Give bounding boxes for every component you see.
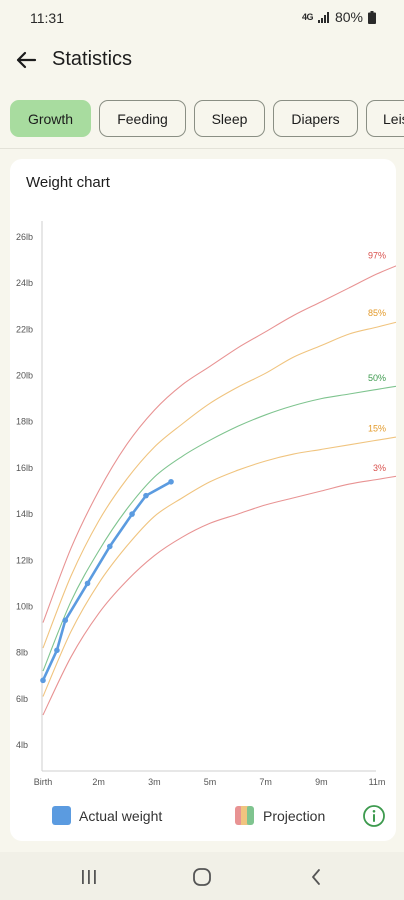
network-icon: 4G (301, 11, 314, 22)
x-tick-label: 3m (148, 777, 161, 787)
battery-level: 80% (334, 9, 363, 25)
y-tick-label: 18lb (16, 417, 33, 427)
tab-leisure[interactable]: Leis (366, 100, 404, 137)
percentile-line-p85 (42, 321, 396, 649)
signal-icon (317, 11, 329, 23)
y-tick-label: 22lb (16, 324, 33, 334)
recents-icon (82, 870, 96, 884)
y-tick-label: 4lb (16, 740, 28, 750)
x-tick-label: 9m (315, 777, 328, 787)
tab-diapers[interactable]: Diapers (273, 100, 358, 137)
weight-chart-card: Weight chart 4lb 6lb 8lb 10lb 12lb 14lb 16lb 18… (10, 159, 396, 841)
divider (0, 148, 404, 149)
y-tick-label: 12lb (16, 555, 33, 565)
x-tick-label: 5m (204, 777, 217, 787)
y-tick-label: 20lb (16, 371, 33, 381)
recents-button[interactable] (78, 866, 100, 888)
percentile-label-p3: 3% (373, 463, 386, 473)
percentile-label-p97: 97% (368, 250, 386, 260)
back-nav-button[interactable] (305, 866, 327, 888)
y-tick-label: 14lb (16, 509, 33, 519)
x-tick-label: 7m (259, 777, 272, 787)
page-title: Statistics (52, 48, 133, 70)
home-icon (193, 868, 211, 886)
actual-weight-point (107, 543, 113, 550)
tab-sleep[interactable]: Sleep (194, 100, 265, 137)
chart-title: Weight chart (26, 174, 110, 191)
percentile-label-p15: 15% (368, 424, 386, 434)
y-tick-label: 16lb (16, 463, 33, 473)
weight-chart: 4lb 6lb 8lb 10lb 12lb 14lb 16lb 18lb 20lb 22lb 24l… (16, 221, 396, 787)
tab-feeding[interactable]: Feeding (99, 100, 186, 137)
percentile-line-p15 (42, 436, 396, 697)
percentile-line-p97 (42, 265, 396, 623)
arrow-left-icon (16, 51, 37, 69)
legend-projection: Projection (263, 808, 326, 824)
tab-growth[interactable]: Growth (10, 100, 91, 137)
status-time: 11:31 (30, 10, 64, 26)
chevron-left-icon (312, 869, 320, 885)
app-bar: Statistics (0, 38, 404, 82)
status-bar: 11:31 4G 80% (0, 0, 404, 34)
x-tick-label: 11m (369, 777, 386, 787)
actual-weight-point (62, 617, 69, 624)
actual-weight-swatch (52, 806, 71, 825)
actual-weight-point (54, 647, 60, 654)
y-tick-label: 26lb (16, 232, 33, 242)
percentile-label-p50: 50% (368, 373, 386, 383)
home-button[interactable] (191, 866, 213, 888)
actual-weight-point (143, 492, 149, 499)
projection-swatch (235, 806, 254, 825)
actual-weight-line (41, 480, 173, 682)
y-tick-label: 6lb (16, 694, 28, 704)
actual-weight-point (84, 580, 91, 587)
x-tick-label: 2m (92, 777, 105, 787)
percentile-label-p85: 85% (368, 308, 386, 318)
y-tick-label: 8lb (16, 648, 28, 658)
legend-actual-weight: Actual weight (79, 808, 163, 824)
battery-icon (368, 10, 376, 24)
status-icons: 4G 80% (302, 9, 376, 25)
back-button[interactable] (12, 46, 40, 74)
actual-weight-point (129, 511, 135, 517)
x-tick-label: Birth (34, 777, 53, 787)
percentile-line-p3 (42, 475, 396, 716)
percentile-line-p50 (42, 385, 396, 672)
actual-weight-point (168, 478, 174, 485)
actual-weight-point (40, 677, 46, 684)
info-icon[interactable] (362, 804, 386, 828)
system-nav-bar (0, 852, 404, 900)
stats-tabs: Growth Feeding Sleep Diapers Leis (0, 100, 404, 138)
y-tick-label: 24lb (16, 278, 33, 288)
y-tick-label: 10lb (16, 601, 33, 611)
